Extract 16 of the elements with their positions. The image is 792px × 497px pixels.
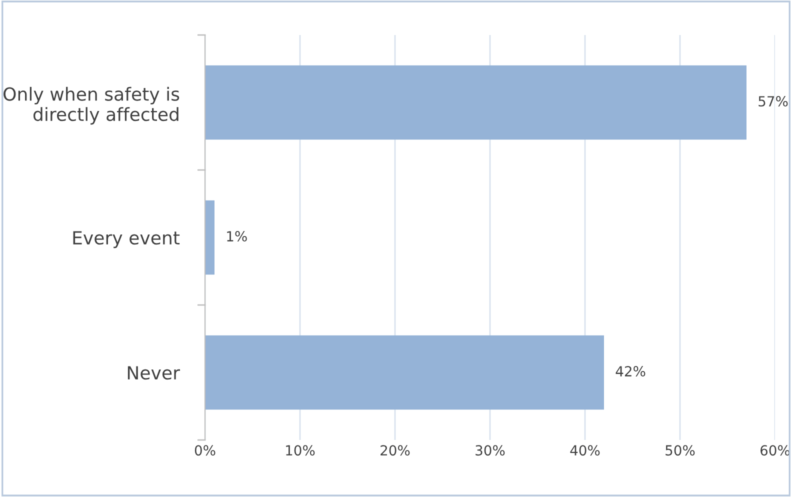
y-tick-label: Every event	[73, 231, 180, 248]
data-label: 42%	[616, 366, 646, 377]
x-tick-label: 40%	[570, 445, 600, 456]
x-tick-label: 60%	[760, 445, 790, 456]
x-tick-label: 20%	[380, 445, 410, 456]
x-tick-label: 50%	[666, 445, 695, 456]
bar	[205, 200, 214, 275]
x-tick-label: 0%	[194, 445, 216, 456]
x-tick-label: 30%	[476, 445, 505, 456]
y-tick-label: Only when safety is directly affected	[4, 86, 180, 125]
bar	[205, 335, 604, 410]
y-tick-label: Never	[128, 366, 180, 380]
x-tick-label: 10%	[286, 445, 315, 456]
bar	[205, 65, 746, 140]
data-label: 1%	[227, 231, 247, 242]
data-label: 57%	[758, 96, 788, 107]
